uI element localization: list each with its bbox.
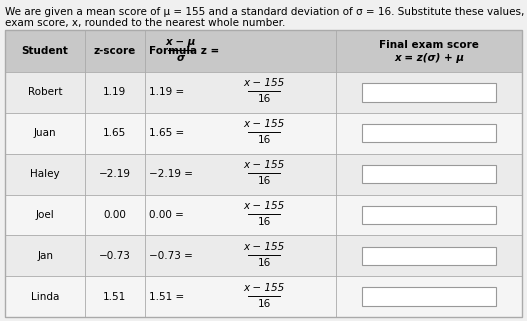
Bar (362, 206, 496, 224)
Text: x − 155: x − 155 (244, 201, 285, 211)
Text: x − 155: x − 155 (244, 160, 285, 170)
Bar (362, 83, 496, 102)
Text: Student: Student (22, 46, 69, 56)
Bar (5, 235, 522, 276)
Text: 16: 16 (258, 94, 271, 104)
Text: x − μ: x − μ (165, 37, 196, 47)
Text: Juan: Juan (34, 128, 56, 138)
Text: −0.73 =: −0.73 = (149, 251, 192, 261)
Text: Final exam score: Final exam score (379, 40, 479, 50)
Text: 0.00 =: 0.00 = (149, 210, 183, 220)
Text: x − 155: x − 155 (244, 242, 285, 252)
Text: 16: 16 (258, 217, 271, 227)
Text: 1.19: 1.19 (103, 87, 126, 97)
Text: 1.19 =: 1.19 = (149, 87, 184, 97)
Text: z-score: z-score (94, 46, 136, 56)
Bar (362, 124, 496, 143)
Text: 16: 16 (258, 299, 271, 308)
Text: 16: 16 (258, 258, 271, 268)
Text: We are given a mean score of μ = 155 and a standard deviation of σ = 16. Substit: We are given a mean score of μ = 155 and… (5, 7, 527, 17)
Bar (5, 113, 522, 154)
Text: Joel: Joel (36, 210, 54, 220)
Text: exam score, x, rounded to the nearest whole number.: exam score, x, rounded to the nearest wh… (5, 18, 286, 28)
Bar (362, 165, 496, 183)
Text: x − 155: x − 155 (244, 78, 285, 88)
Bar (5, 276, 522, 317)
Text: Jan: Jan (37, 251, 53, 261)
Text: σ: σ (177, 53, 184, 63)
Text: 1.51: 1.51 (103, 291, 126, 302)
Bar (5, 30, 522, 72)
Text: x − 155: x − 155 (244, 282, 285, 292)
Text: −2.19 =: −2.19 = (149, 169, 192, 179)
Text: Linda: Linda (31, 291, 59, 302)
Text: x = z(σ) + μ: x = z(σ) + μ (394, 53, 464, 63)
Bar (5, 154, 522, 195)
Text: 16: 16 (258, 135, 271, 145)
Bar (5, 72, 522, 113)
Text: Haley: Haley (30, 169, 60, 179)
Text: 16: 16 (258, 176, 271, 186)
Bar (362, 247, 496, 265)
Text: Formula z =: Formula z = (149, 46, 219, 56)
Bar (5, 30, 522, 317)
Bar (5, 195, 522, 235)
Bar (362, 287, 496, 306)
Text: −2.19: −2.19 (99, 169, 131, 179)
Text: −0.73: −0.73 (99, 251, 131, 261)
Text: 0.00: 0.00 (103, 210, 126, 220)
Text: 1.51 =: 1.51 = (149, 291, 184, 302)
Text: x − 155: x − 155 (244, 119, 285, 129)
Text: 1.65: 1.65 (103, 128, 126, 138)
Text: Robert: Robert (28, 87, 62, 97)
Text: 1.65 =: 1.65 = (149, 128, 184, 138)
